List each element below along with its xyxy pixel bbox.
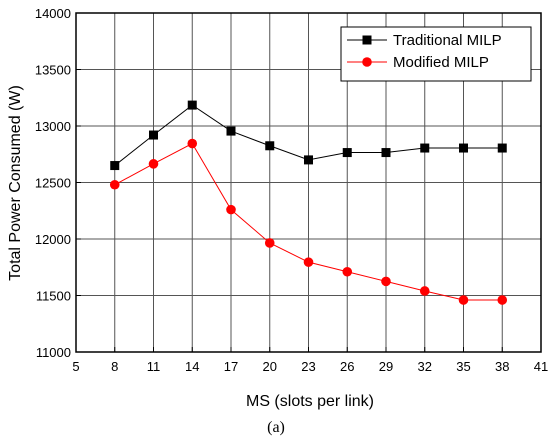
- series-layer: [109, 100, 508, 305]
- data-point: [342, 148, 352, 158]
- data-point: [381, 276, 391, 287]
- data-point: [420, 143, 430, 153]
- data-point: [148, 159, 159, 169]
- series-modified-milp: [109, 138, 508, 305]
- y-tick-label: 14000: [35, 6, 71, 21]
- legend: Traditional MILP Modified MILP: [340, 26, 532, 82]
- data-point: [459, 143, 468, 153]
- x-tick-label: 14: [185, 359, 199, 374]
- y-tick-label: 11500: [36, 289, 71, 304]
- y-tick-label: 11000: [36, 345, 71, 360]
- data-point: [149, 130, 158, 140]
- x-tick-label: 11: [147, 359, 161, 374]
- data-point: [419, 286, 430, 296]
- y-tick-label: 12500: [35, 176, 71, 191]
- legend-label: Modified MILP: [393, 54, 489, 71]
- data-point: [381, 148, 391, 158]
- x-tick-label: 38: [495, 359, 509, 374]
- data-point: [497, 143, 507, 153]
- x-tick-label: 20: [263, 359, 277, 374]
- y-axis-title: Total Power Consumed (W): [7, 85, 24, 281]
- x-tick-label: 8: [111, 359, 118, 374]
- data-point: [264, 238, 275, 248]
- x-axis-title: MS (slots per link): [246, 393, 374, 410]
- data-point: [265, 141, 275, 151]
- data-point: [303, 257, 314, 267]
- series-traditional-milp: [110, 100, 507, 171]
- legend-box: [340, 26, 532, 82]
- legend-marker: [362, 57, 372, 67]
- data-point: [304, 155, 313, 165]
- x-tick-label: 26: [340, 359, 354, 374]
- x-tick-label: 35: [456, 359, 470, 374]
- data-point: [342, 266, 353, 277]
- x-tick-label: 23: [301, 359, 315, 374]
- legend-label: Traditional MILP: [393, 32, 502, 49]
- data-point: [187, 100, 197, 110]
- data-point: [187, 138, 198, 149]
- data-point: [226, 204, 236, 215]
- y-tick-label: 13000: [35, 119, 71, 134]
- axes: 5 8 11 14 17 20 23 26 29 32 35 38 41 11000 11500 12000 1…: [35, 6, 548, 374]
- data-point: [458, 295, 469, 305]
- x-tick-label: 32: [418, 359, 432, 374]
- x-tick-label: 41: [534, 359, 548, 374]
- x-tick-label: 5: [72, 359, 79, 374]
- y-tick-label: 12000: [35, 232, 71, 247]
- legend-marker: [362, 35, 372, 45]
- figure-caption: (a): [267, 419, 285, 436]
- data-point: [497, 295, 508, 305]
- x-tick-label: 29: [379, 359, 393, 374]
- y-tick-label: 13500: [35, 63, 71, 78]
- data-point: [226, 126, 236, 136]
- x-tick-label: 17: [224, 359, 238, 374]
- data-point: [110, 161, 120, 171]
- data-point: [109, 179, 120, 190]
